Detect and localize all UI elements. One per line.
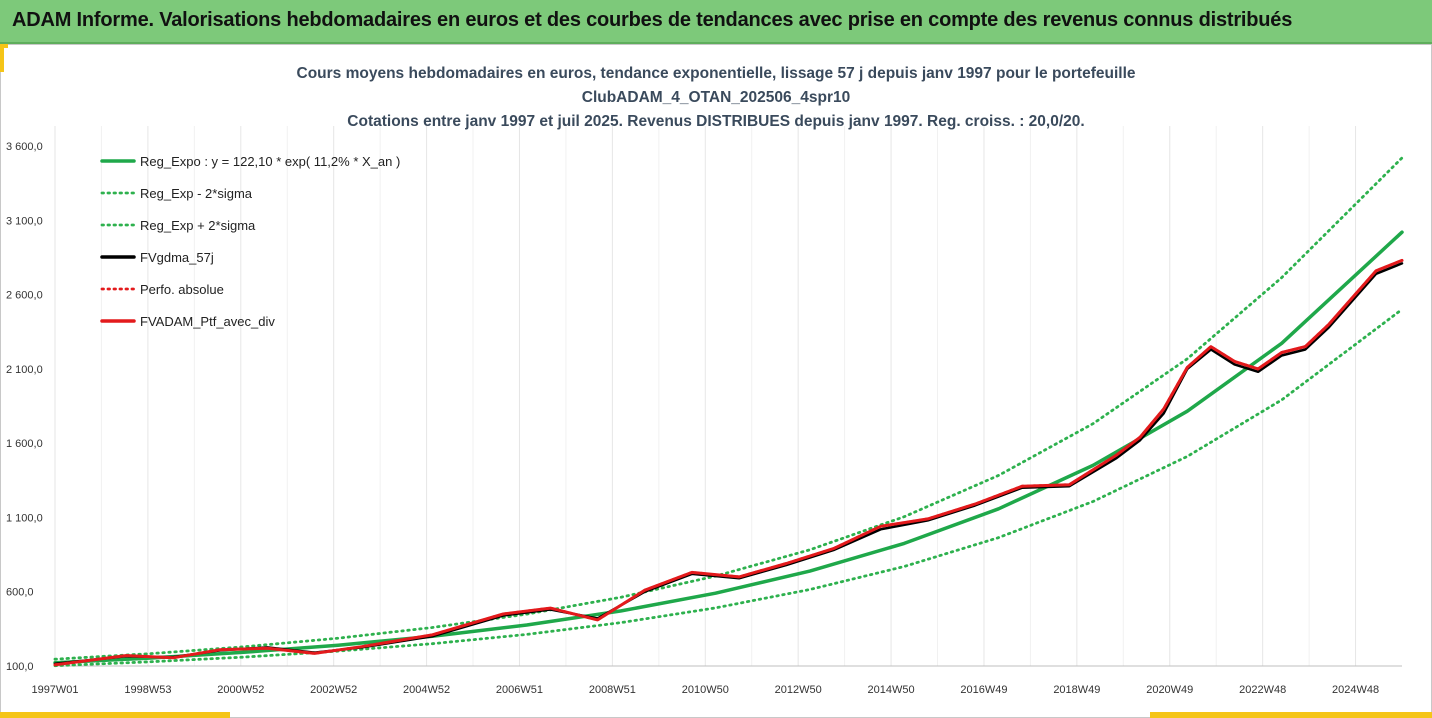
legend-entry: Reg_Exp + 2*sigma [140, 218, 256, 233]
y-tick-label: 2 100,0 [6, 364, 43, 376]
x-tick-label: 2014W50 [868, 684, 915, 696]
legend-entry: FVADAM_Ptf_avec_div [140, 314, 275, 329]
x-tick-label: 1997W01 [31, 684, 78, 696]
y-tick-label: 3 100,0 [6, 215, 43, 227]
y-tick-label: 1 600,0 [6, 438, 43, 450]
y-tick-label: 100,0 [6, 661, 34, 673]
x-tick-label: 2022W48 [1239, 684, 1286, 696]
x-tick-label: 2000W52 [217, 684, 264, 696]
chart-titles: Cours moyens hebdomadaires en euros, ten… [0, 62, 1432, 134]
x-tick-label: 2024W48 [1332, 684, 1379, 696]
banner-title: ADAM Informe. Valorisations hebdomadaire… [12, 9, 1293, 31]
x-tick-label: 2006W51 [496, 684, 543, 696]
legend-entry: Reg_Exp - 2*sigma [140, 186, 253, 201]
x-tick-label: 2012W50 [775, 684, 822, 696]
x-tick-label: 2010W50 [682, 684, 729, 696]
x-tick-label: 2004W52 [403, 684, 450, 696]
series-line-5 [53, 258, 1404, 667]
x-tick-label: 1998W53 [124, 684, 171, 696]
legend-entry: Perfo. absolue [140, 282, 224, 297]
accent-left-bar [0, 44, 4, 72]
x-tick-label: 2020W49 [1146, 684, 1193, 696]
accent-top-left [0, 44, 8, 48]
legend-entry: FVgdma_57j [140, 250, 214, 265]
x-tick-label: 2016W49 [960, 684, 1007, 696]
header-banner: ADAM Informe. Valorisations hebdomadaire… [0, 0, 1432, 44]
y-tick-label: 2 600,0 [6, 290, 43, 302]
y-tick-label: 3 600,0 [6, 141, 43, 153]
legend-entry: Reg_Expo : y = 122,10 * exp( 11,2% * X_a… [140, 154, 400, 169]
y-tick-label: 600,0 [6, 587, 34, 599]
x-tick-label: 2018W49 [1053, 684, 1100, 696]
series-line-1 [53, 308, 1404, 668]
chart-title: Cours moyens hebdomadaires en euros, ten… [296, 65, 1136, 82]
series-line-2 [53, 156, 1404, 661]
x-tick-label: 2002W52 [310, 684, 357, 696]
chart-subtitle: ClubADAM_4_OTAN_202506_4spr10 [581, 89, 851, 106]
x-tick-label: 2008W51 [589, 684, 636, 696]
accent-bottom-right [1150, 712, 1432, 718]
chart-subtitle-2: Cotations entre janv 1997 et juil 2025. … [347, 113, 1085, 130]
y-tick-label: 1 100,0 [6, 512, 43, 524]
accent-bottom-left [0, 712, 230, 718]
